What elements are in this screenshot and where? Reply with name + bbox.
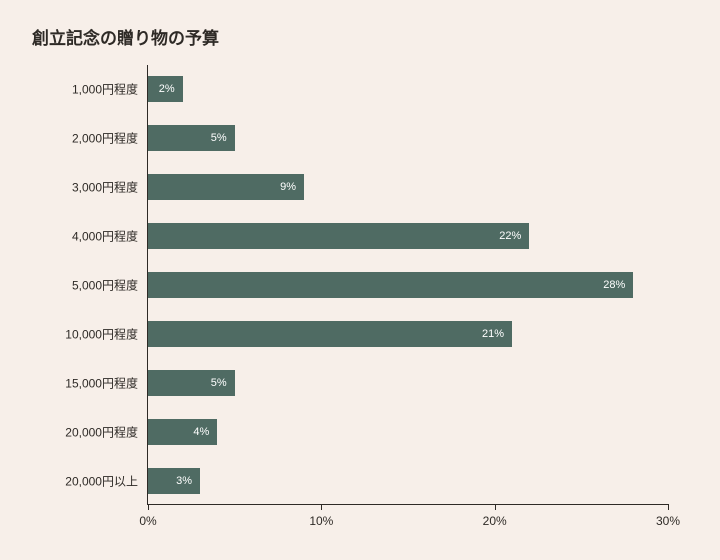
bar-row: 28% xyxy=(148,272,668,298)
x-axis-tick xyxy=(148,504,149,510)
y-axis-label: 2,000円程度 xyxy=(72,130,138,147)
x-axis-label: 10% xyxy=(309,514,333,528)
x-axis-label: 0% xyxy=(139,514,156,528)
bar: 3% xyxy=(148,468,200,494)
y-axis-label: 15,000円程度 xyxy=(65,374,138,391)
bar-value-label: 4% xyxy=(193,426,209,438)
chart-title: 創立記念の贈り物の予算 xyxy=(32,24,688,49)
bar-row: 4% xyxy=(148,419,668,445)
bar-row: 9% xyxy=(148,174,668,200)
bar: 5% xyxy=(148,370,235,396)
bar-row: 22% xyxy=(148,223,668,249)
x-axis-label: 30% xyxy=(656,514,680,528)
bar-value-label: 28% xyxy=(603,279,625,291)
bar-value-label: 5% xyxy=(211,132,227,144)
x-axis-tick xyxy=(321,504,322,510)
bar: 4% xyxy=(148,419,217,445)
bar-row: 2% xyxy=(148,76,668,102)
bar-row: 5% xyxy=(148,370,668,396)
bar-row: 3% xyxy=(148,468,668,494)
bar-value-label: 22% xyxy=(499,230,521,242)
bar: 28% xyxy=(148,272,633,298)
bar-value-label: 5% xyxy=(211,377,227,389)
bar: 5% xyxy=(148,125,235,151)
bar: 22% xyxy=(148,223,529,249)
x-axis-tick xyxy=(495,504,496,510)
y-axis-label: 5,000円程度 xyxy=(72,277,138,294)
x-axis-label: 20% xyxy=(483,514,507,528)
x-axis-tick xyxy=(668,504,669,510)
y-axis-label: 20,000円以上 xyxy=(65,472,138,489)
bar-value-label: 2% xyxy=(159,83,175,95)
bar: 2% xyxy=(148,76,183,102)
bar-row: 5% xyxy=(148,125,668,151)
plot-area: 1,000円程度2%2,000円程度5%3,000円程度9%4,000円程度22… xyxy=(147,65,668,505)
bar: 21% xyxy=(148,321,512,347)
chart-container: 創立記念の贈り物の予算 1,000円程度2%2,000円程度5%3,000円程度… xyxy=(0,0,720,560)
bar-value-label: 21% xyxy=(482,328,504,340)
y-axis-label: 3,000円程度 xyxy=(72,179,138,196)
bar-row: 21% xyxy=(148,321,668,347)
y-axis-label: 20,000円程度 xyxy=(65,423,138,440)
bar-value-label: 3% xyxy=(176,475,192,487)
bar: 9% xyxy=(148,174,304,200)
bar-value-label: 9% xyxy=(280,181,296,193)
y-axis-label: 1,000円程度 xyxy=(72,81,138,98)
y-axis-label: 10,000円程度 xyxy=(65,325,138,342)
y-axis-label: 4,000円程度 xyxy=(72,228,138,245)
